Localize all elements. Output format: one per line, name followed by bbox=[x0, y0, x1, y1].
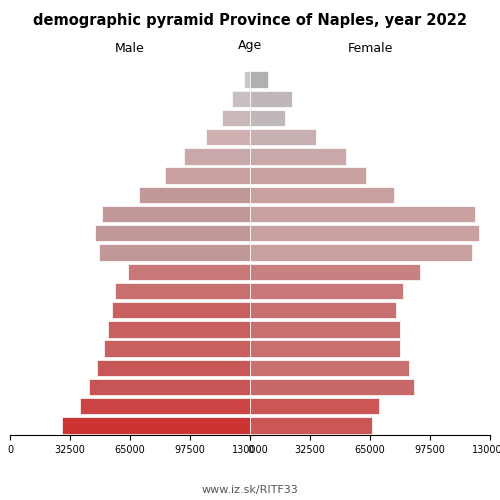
Text: 30: 30 bbox=[250, 305, 266, 315]
Bar bbox=[98, 244, 250, 260]
Bar bbox=[250, 264, 420, 280]
Bar bbox=[250, 168, 366, 184]
Bar bbox=[80, 398, 250, 414]
Bar bbox=[115, 283, 250, 299]
Bar bbox=[250, 72, 268, 88]
Bar bbox=[250, 90, 292, 107]
Text: 85: 85 bbox=[250, 94, 266, 104]
Bar bbox=[250, 186, 394, 203]
Bar bbox=[104, 340, 250, 356]
Text: 55: 55 bbox=[250, 209, 266, 219]
Bar bbox=[108, 321, 250, 338]
Text: 35: 35 bbox=[250, 286, 266, 296]
Bar bbox=[206, 129, 250, 146]
Text: 20: 20 bbox=[250, 344, 266, 353]
Bar bbox=[250, 244, 472, 260]
Bar bbox=[95, 225, 250, 242]
Text: 80: 80 bbox=[250, 113, 266, 123]
Text: 10: 10 bbox=[250, 382, 266, 392]
Bar bbox=[232, 90, 250, 107]
Text: 75: 75 bbox=[250, 132, 266, 142]
Text: 60: 60 bbox=[250, 190, 266, 200]
Bar bbox=[222, 110, 250, 126]
Text: 5: 5 bbox=[250, 401, 260, 411]
Bar bbox=[62, 417, 250, 434]
Bar bbox=[250, 283, 403, 299]
Bar bbox=[97, 360, 250, 376]
Text: Female: Female bbox=[348, 42, 393, 56]
Bar bbox=[250, 360, 409, 376]
Bar bbox=[90, 379, 250, 395]
Bar bbox=[250, 417, 372, 434]
Text: 70: 70 bbox=[250, 152, 266, 162]
Bar bbox=[250, 398, 379, 414]
Text: 40: 40 bbox=[250, 266, 266, 276]
Bar bbox=[165, 168, 250, 184]
Bar bbox=[250, 225, 479, 242]
Bar bbox=[112, 302, 250, 318]
Bar bbox=[139, 186, 250, 203]
Bar bbox=[250, 110, 285, 126]
Bar bbox=[184, 148, 250, 164]
Bar bbox=[250, 379, 414, 395]
Bar bbox=[250, 321, 400, 338]
Bar bbox=[102, 206, 250, 222]
Text: 45: 45 bbox=[250, 248, 266, 258]
Text: 25: 25 bbox=[250, 324, 266, 334]
Bar bbox=[250, 129, 316, 146]
Text: 15: 15 bbox=[250, 363, 266, 373]
Bar bbox=[250, 340, 400, 356]
Text: Male: Male bbox=[115, 42, 145, 56]
Text: www.iz.sk/RITF33: www.iz.sk/RITF33 bbox=[202, 485, 298, 495]
Bar bbox=[250, 148, 346, 164]
Bar bbox=[128, 264, 250, 280]
Bar bbox=[250, 206, 475, 222]
Text: 90: 90 bbox=[250, 74, 266, 85]
Text: Age: Age bbox=[238, 40, 262, 52]
Text: 0: 0 bbox=[250, 420, 259, 430]
Text: demographic pyramid Province of Naples, year 2022: demographic pyramid Province of Naples, … bbox=[33, 12, 467, 28]
Bar bbox=[244, 72, 250, 88]
Bar bbox=[250, 302, 396, 318]
Text: 65: 65 bbox=[250, 170, 266, 180]
Text: 50: 50 bbox=[250, 228, 266, 238]
